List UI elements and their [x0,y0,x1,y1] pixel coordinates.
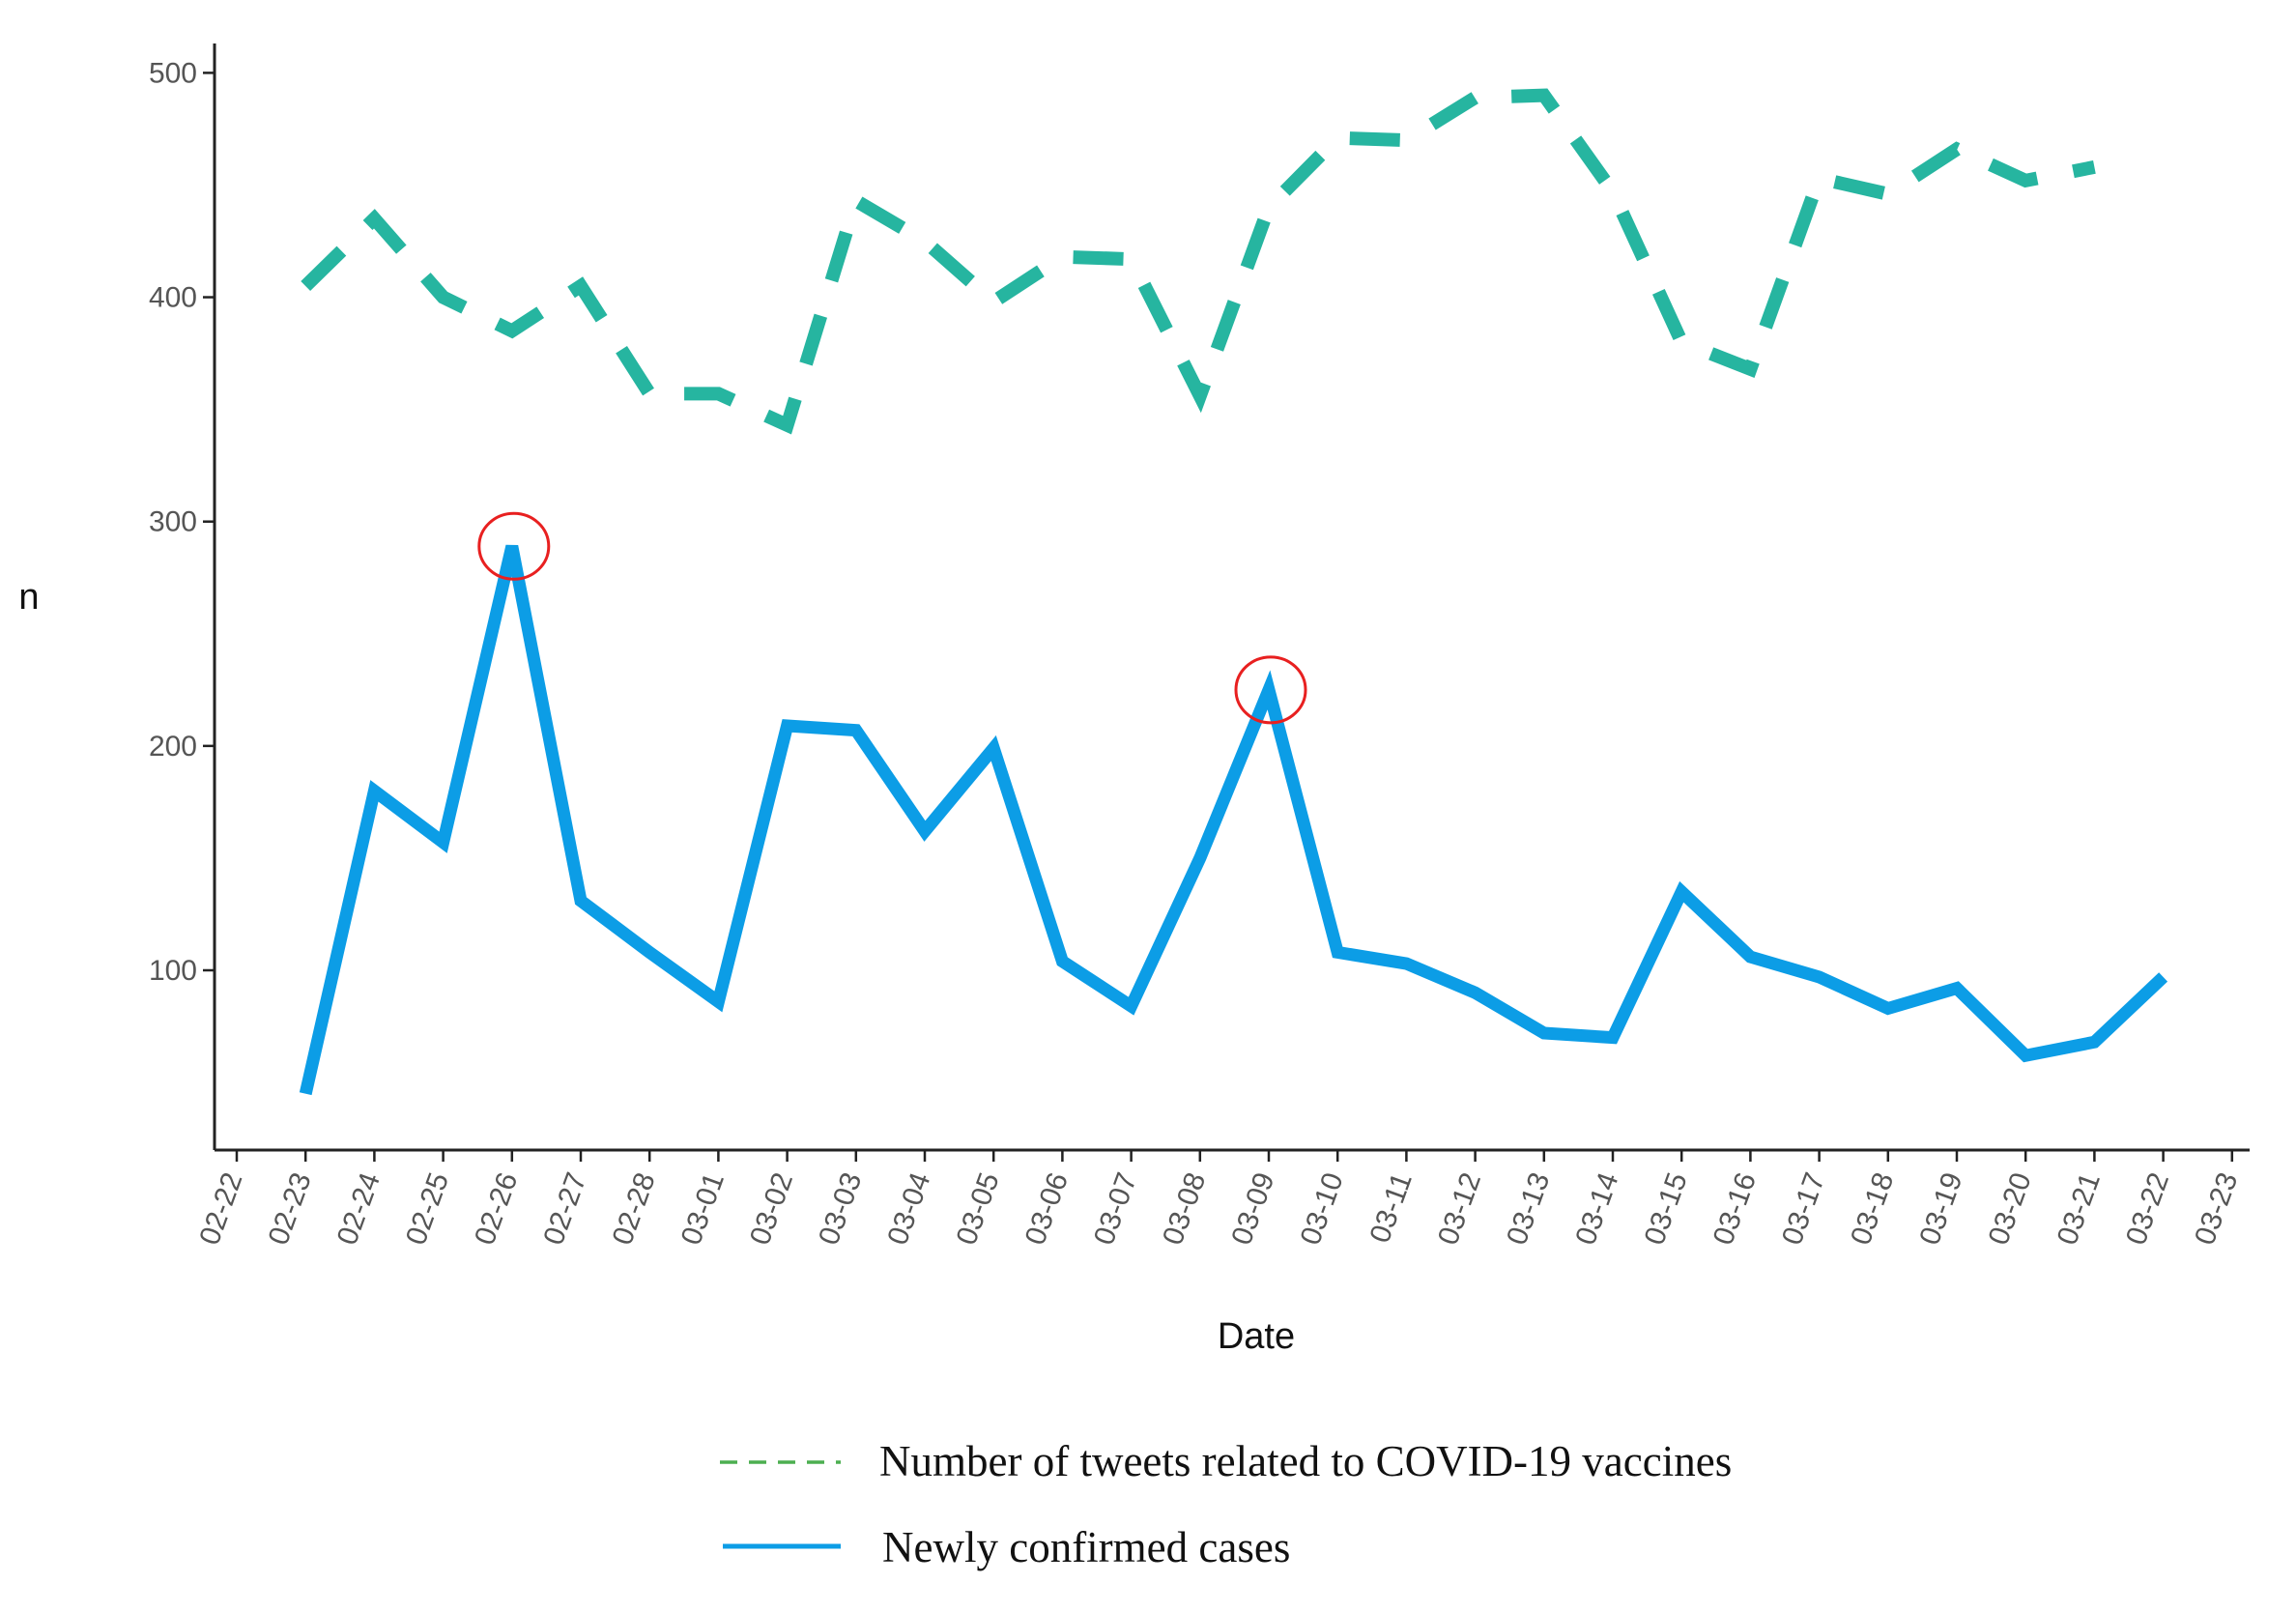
x-tick-label: 03-17 [1776,1168,1831,1249]
x-tick-label: 02-26 [469,1168,524,1249]
x-tick-label: 02-28 [607,1168,662,1249]
y-tick-label: 500 [149,57,197,89]
x-tick-label: 03-13 [1501,1168,1556,1249]
x-tick-label: 02-25 [400,1168,455,1249]
x-tick-label: 03-23 [2189,1168,2244,1249]
y-tick-label: 100 [149,955,197,987]
legend-label-tweets: Number of tweets related to COVID-19 vac… [879,1437,1732,1485]
x-tick-label: 03-08 [1157,1168,1212,1249]
x-tick-label: 03-21 [2052,1168,2107,1249]
y-axis-title: n [18,577,39,618]
x-tick-label: 03-15 [1639,1168,1694,1249]
x-tick-label: 03-06 [1019,1168,1075,1249]
x-tick-label: 03-04 [881,1168,936,1249]
axes-layer: 100 200 300 400 500 02-22 02-23 02-24 02-25 02-26… [18,43,2250,1357]
x-tick-label: 03-01 [675,1168,731,1249]
annotation-layer [477,511,1307,725]
x-tick-label: 02-23 [263,1168,318,1249]
x-tick-label: 03-20 [1983,1168,2038,1249]
x-tick-label: 03-03 [813,1168,868,1249]
x-tick-label: 03-18 [1845,1168,1900,1249]
y-tick-label: 400 [149,282,197,314]
x-tick-label: 03-14 [1569,1168,1624,1249]
x-tick-label: 03-16 [1708,1168,1763,1249]
series-layer [299,88,2168,1096]
x-tick-label: 03-10 [1295,1168,1350,1249]
x-tick-label: 02-27 [537,1168,592,1249]
x-tick-label: 03-02 [744,1168,799,1249]
x-tick-label: 03-22 [2120,1168,2175,1249]
legend-label-cases: Newly confirmed cases [882,1523,1290,1571]
x-tick-label: 03-09 [1225,1168,1280,1249]
series-line-tweets [301,88,2096,435]
x-tick-label: 02-24 [331,1168,387,1249]
x-axis-title: Date [1218,1316,1295,1357]
x-tick-label: 03-11 [1363,1168,1418,1247]
highlight-circle [477,511,551,581]
x-tick-label: 03-07 [1088,1168,1143,1249]
series-line-cases [299,544,2168,1096]
x-tick-label: 03-12 [1432,1168,1487,1249]
y-tick-label: 300 [149,506,197,538]
x-tick-label: 02-22 [193,1168,248,1249]
x-tick-label: 03-05 [951,1168,1006,1249]
x-tick-label: 03-19 [1913,1168,1968,1249]
y-tick-label: 200 [149,731,197,763]
legend: Number of tweets related to COVID-19 vac… [720,1437,1732,1571]
highlight-circle [1234,655,1307,725]
